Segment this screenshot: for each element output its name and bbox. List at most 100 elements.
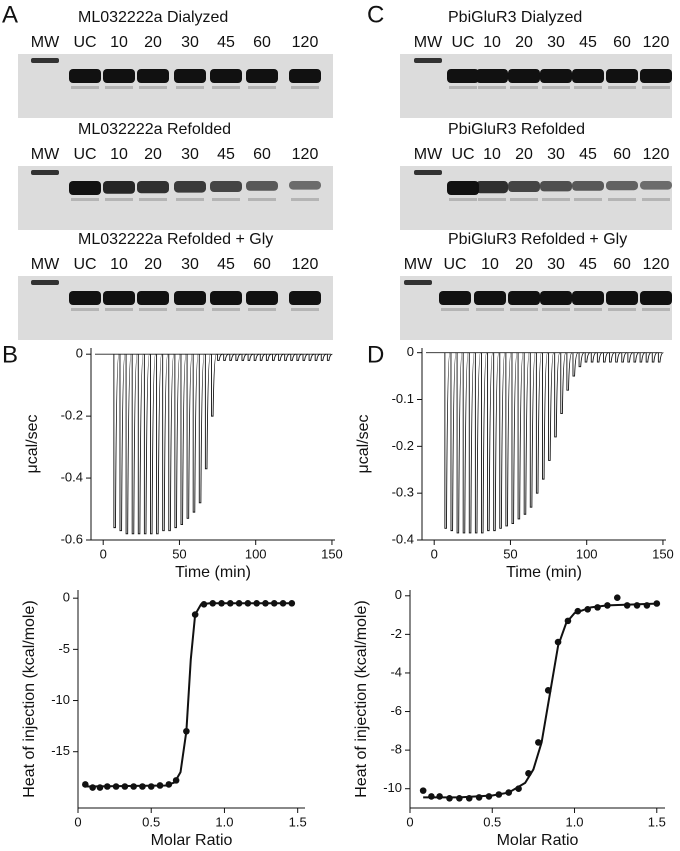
data-point <box>584 605 591 613</box>
lane-label: MW <box>404 256 433 273</box>
gel-band <box>248 198 276 201</box>
y-axis-label: Heat of injection (kcal/mole) <box>353 600 370 797</box>
data-point <box>554 638 562 646</box>
injection-peak <box>180 353 187 525</box>
injection-peak <box>554 352 561 438</box>
lane-label: MW <box>414 146 443 163</box>
gel-band <box>69 291 101 305</box>
gel-band <box>572 291 604 305</box>
gel-band <box>478 198 506 201</box>
data-point <box>288 600 296 607</box>
y-axis-label: μcal/sec <box>355 414 372 473</box>
injection-peak <box>272 353 278 361</box>
gel-title: PbiGluR3 Refolded <box>448 121 585 138</box>
data-point <box>515 785 522 793</box>
injection-peak <box>590 352 597 363</box>
y-tick-label: -0.1 <box>392 391 414 406</box>
injection-peak <box>493 352 500 532</box>
gel-band <box>103 69 135 83</box>
lane-label: 30 <box>547 256 565 273</box>
gel <box>18 54 333 118</box>
injection-peak <box>603 352 609 363</box>
y-tick-label: -0.2 <box>61 408 83 423</box>
injection-peak <box>198 353 205 504</box>
injection-peak <box>204 353 211 470</box>
gel-band <box>574 198 602 201</box>
x-tick-label: 100 <box>576 546 598 561</box>
gel-band <box>246 291 278 305</box>
gel-band <box>105 86 133 89</box>
lane-label: 20 <box>144 146 162 163</box>
y-tick-label: 0 <box>407 344 414 359</box>
injection-peak <box>229 353 235 361</box>
data-point <box>103 783 111 790</box>
y-tick-label: -10 <box>51 692 70 707</box>
lane-label: MW <box>31 256 60 273</box>
injection-peak <box>217 353 223 361</box>
gel-band <box>542 86 570 89</box>
lane-label: 45 <box>217 256 235 273</box>
injection-peak <box>487 352 494 532</box>
gel-band <box>540 69 572 83</box>
lane-label: 30 <box>547 34 565 51</box>
injection-peak <box>651 352 658 363</box>
lane-label: 10 <box>483 34 501 51</box>
gel-band <box>246 69 278 83</box>
gel-band <box>291 308 319 311</box>
injection-peak <box>627 352 633 363</box>
x-tick-label: 0 <box>431 546 438 561</box>
gel-band <box>291 198 319 201</box>
lane-label: 120 <box>643 146 670 163</box>
data-point <box>200 601 208 608</box>
gel-band <box>31 280 59 285</box>
data-point <box>544 687 552 694</box>
gel-band <box>476 181 508 194</box>
gel-band <box>508 291 540 305</box>
gel-band <box>105 198 133 201</box>
data-point <box>235 600 243 607</box>
lane-label: 10 <box>110 34 128 51</box>
injection-peak <box>247 353 254 361</box>
data-point <box>465 795 473 802</box>
panel-label: B <box>2 341 18 368</box>
gel-band <box>289 291 321 305</box>
data-point <box>112 783 120 790</box>
data-point <box>633 602 641 609</box>
gel-band <box>439 291 471 305</box>
injection-peak <box>560 352 567 415</box>
injection-peak <box>633 352 640 363</box>
data-point <box>89 784 96 791</box>
injection-peak <box>578 352 585 368</box>
x-tick-label: 50 <box>172 546 186 561</box>
lane-label: 30 <box>547 146 565 163</box>
lane-label: 20 <box>144 34 162 51</box>
gel-band <box>608 308 636 311</box>
injection-peak <box>162 353 169 532</box>
x-tick-label: 1.0 <box>215 814 233 829</box>
y-tick-label: -6 <box>390 703 402 718</box>
injection-peak <box>517 352 524 520</box>
gel-band <box>248 86 276 89</box>
injection-peak <box>186 353 193 519</box>
gel-band <box>176 308 204 311</box>
gel-band <box>510 86 538 89</box>
gel-band <box>174 69 206 83</box>
data-point <box>172 777 180 784</box>
y-axis-label: μcal/sec <box>24 414 41 473</box>
injection-peak <box>278 353 284 361</box>
lane-label: 45 <box>579 256 597 273</box>
x-axis-label: Molar Ratio <box>497 832 579 849</box>
lane-label: UC <box>443 256 466 273</box>
data-point <box>485 793 493 800</box>
gel-band <box>174 291 206 305</box>
gel-band <box>210 181 242 192</box>
x-axis-label: Time (min) <box>175 564 251 581</box>
lane-label: 120 <box>643 34 670 51</box>
gel-band <box>176 86 204 89</box>
injection-peak <box>223 353 229 361</box>
panel-label: D <box>367 341 384 368</box>
lane-label: UC <box>73 146 96 163</box>
injection-peak <box>326 353 333 361</box>
injection-peak <box>131 353 138 535</box>
